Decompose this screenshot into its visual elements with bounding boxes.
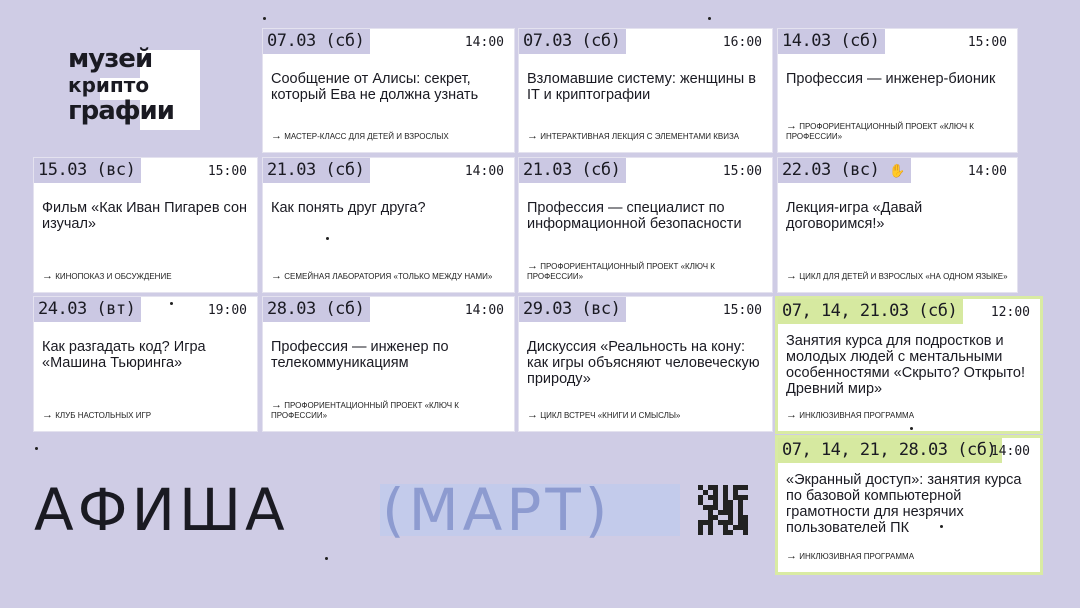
event-title: Дискуссия «Реальность на кону: как игры … xyxy=(527,339,760,387)
event-title: Профессия — инженер-бионик xyxy=(786,71,996,87)
logo-line-2: крипто xyxy=(68,73,150,97)
logo-line-1: музей xyxy=(68,44,153,74)
event-tag: → семейная лаборатория «Только между нам… xyxy=(271,270,493,282)
event-tag: → инклюзивная программа xyxy=(786,409,915,421)
event-tag: → кинопоказ и обсуждение xyxy=(42,270,172,282)
event-title: «Экранный доступ»: занятия курса по базо… xyxy=(786,472,1022,536)
event-tag: → профориентационный проект «Ключ к проф… xyxy=(527,260,715,282)
arrow-right-icon: → xyxy=(42,409,53,421)
event-card[interactable]: 07.03 (сб) 16:00 Взломавшие систему: жен… xyxy=(518,28,773,153)
event-date: 15.03 (вс) xyxy=(34,158,142,183)
event-tag: → клуб настольных игр xyxy=(42,409,152,421)
logo-line-3: графии xyxy=(68,96,175,126)
event-title: Фильм «Как Иван Пигарев сон изучал» xyxy=(42,200,248,232)
arrow-right-icon: → xyxy=(271,130,282,142)
event-time: 14:00 xyxy=(464,35,504,50)
event-card[interactable]: 29.03 (вс) 15:00 Дискуссия «Реальность н… xyxy=(518,296,773,432)
event-tag: → цикл для детей и взрослых «На одном яз… xyxy=(786,270,1008,282)
event-time: 12:00 xyxy=(990,305,1030,320)
event-date: 07, 14, 21.03 (сб) xyxy=(778,299,964,324)
event-card[interactable]: 24.03 (вт) 19:00 Как разгадать код? Игра… xyxy=(33,296,258,432)
event-date: 14.03 (сб) xyxy=(778,29,886,54)
event-title: Лекция-игра «Давай договоримся!» xyxy=(786,200,923,232)
event-time: 14:00 xyxy=(967,164,1007,179)
event-tag: → цикл встреч «Книги и смыслы» xyxy=(527,409,681,421)
event-time: 15:00 xyxy=(722,303,762,318)
event-title: Сообщение от Алисы: секрет, который Ева … xyxy=(271,71,479,103)
event-tag: → профориентационный проект «Ключ к проф… xyxy=(786,120,974,142)
event-title: Как понять друг друга? xyxy=(271,200,426,216)
event-time: 15:00 xyxy=(207,164,247,179)
event-card[interactable]: 07, 14, 21.03 (сб) 12:00 Занятия курса д… xyxy=(775,296,1043,434)
poster-month: (МАРТ) xyxy=(382,476,612,544)
event-card[interactable]: 15.03 (вс) 15:00 Фильм «Как Иван Пигарев… xyxy=(33,157,258,293)
museum-logo: музей крипто графии xyxy=(68,44,175,126)
event-tag: → профориентационный проект «Ключ к проф… xyxy=(271,399,459,421)
event-tag: → интерактивная лекция с элементами квиз… xyxy=(527,130,740,142)
event-card[interactable]: 21.03 (сб) 14:00 Как понять друг друга? … xyxy=(262,157,515,293)
event-time: 16:00 xyxy=(722,35,762,50)
arrow-right-icon: → xyxy=(527,130,538,142)
qr-code-icon[interactable] xyxy=(698,485,748,535)
event-card[interactable]: 22.03 (вс) ✋ 14:00 Лекция-игра «Давай до… xyxy=(777,157,1018,293)
event-title: Занятия курса для подростков и молодых л… xyxy=(786,333,1025,397)
arrow-right-icon: → xyxy=(271,399,282,411)
event-time: 19:00 xyxy=(207,303,247,318)
event-date: 28.03 (сб) xyxy=(263,297,371,322)
event-date: 21.03 (сб) xyxy=(263,158,371,183)
event-tag: → мастер-класс для детей и взрослых xyxy=(271,130,449,142)
sign-language-hand-icon: ✋ xyxy=(889,164,905,179)
event-date: 07.03 (сб) xyxy=(519,29,627,54)
event-date: 22.03 (вс) ✋ xyxy=(778,158,911,183)
event-title: Взломавшие систему: женщины в IT и крипт… xyxy=(527,71,756,103)
arrow-right-icon: → xyxy=(271,270,282,282)
event-card[interactable]: 07, 14, 21, 28.03 (сб) 14:00 «Экранный д… xyxy=(775,435,1043,575)
arrow-right-icon: → xyxy=(527,260,538,272)
event-time: 15:00 xyxy=(722,164,762,179)
event-time: 14:00 xyxy=(464,164,504,179)
arrow-right-icon: → xyxy=(786,550,797,562)
event-date: 07.03 (сб) xyxy=(263,29,371,54)
arrow-right-icon: → xyxy=(786,409,797,421)
arrow-right-icon: → xyxy=(786,270,797,282)
event-tag: → инклюзивная программа xyxy=(786,550,915,562)
arrow-right-icon: → xyxy=(42,270,53,282)
event-card[interactable]: 21.03 (сб) 15:00 Профессия — специалист … xyxy=(518,157,773,293)
event-time: 14:00 xyxy=(464,303,504,318)
arrow-right-icon: → xyxy=(786,120,797,132)
event-title: Профессия — специалист по информационной… xyxy=(527,200,742,232)
poster-title: АФИША xyxy=(34,476,289,544)
event-date: 24.03 (вт) xyxy=(34,297,142,322)
event-card[interactable]: 28.03 (сб) 14:00 Профессия — инженер по … xyxy=(262,296,515,432)
event-date: 07, 14, 21, 28.03 (сб) xyxy=(778,438,1003,463)
event-time: 14:00 xyxy=(990,444,1030,459)
event-date: 21.03 (сб) xyxy=(519,158,627,183)
event-title: Профессия — инженер по телекоммуникациям xyxy=(271,339,449,371)
arrow-right-icon: → xyxy=(527,409,538,421)
event-time: 15:00 xyxy=(967,35,1007,50)
event-title: Как разгадать код? Игра «Машина Тьюринга… xyxy=(42,339,206,371)
event-card[interactable]: 07.03 (сб) 14:00 Сообщение от Алисы: сек… xyxy=(262,28,515,153)
event-date: 29.03 (вс) xyxy=(519,297,627,322)
event-card[interactable]: 14.03 (сб) 15:00 Профессия — инженер-био… xyxy=(777,28,1018,153)
